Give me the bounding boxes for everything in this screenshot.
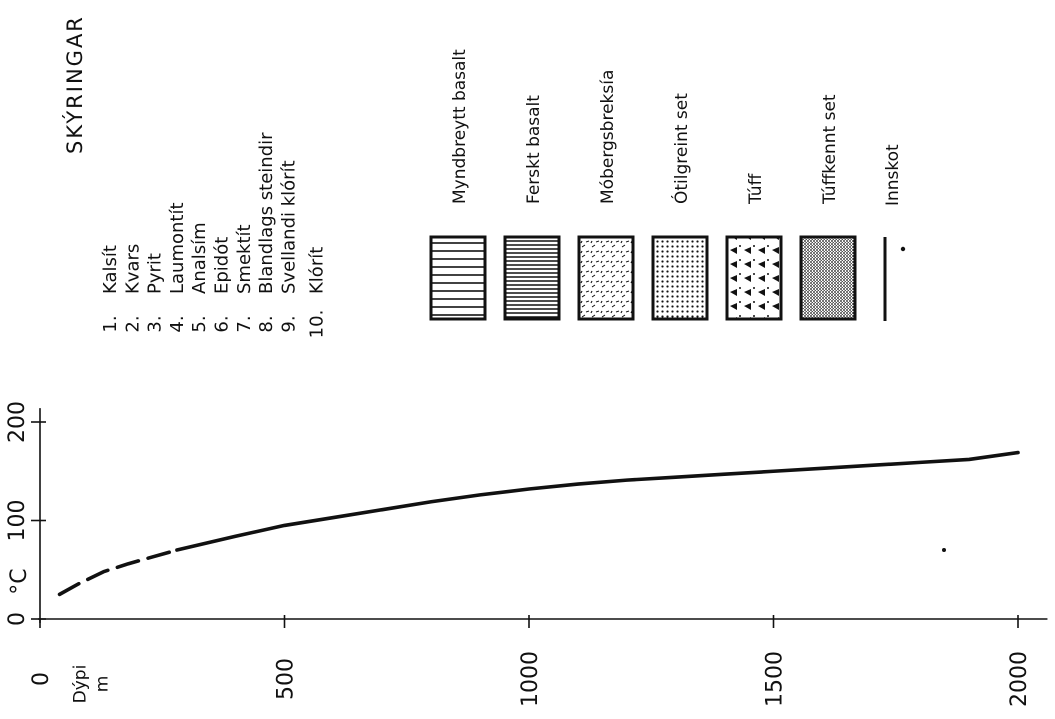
legend: SKÝRINGAR 1. Kalsít 2. Kvars 3. Pyrit 4. Laumon… xyxy=(62,15,906,338)
depth-tick-label: 500 xyxy=(274,658,299,700)
temperature-curve-dashed xyxy=(57,548,179,597)
rock-pattern-swatch xyxy=(725,235,783,321)
mineral-name: Pyrit xyxy=(145,253,166,294)
inflow-label: Innskot xyxy=(883,144,903,206)
rock-pattern-swatch xyxy=(429,235,487,321)
speck xyxy=(942,548,946,552)
temperature-curves xyxy=(57,450,1020,597)
mineral-name: Svellandi klórít xyxy=(278,160,299,294)
temperature-tick-label: 0 xyxy=(5,612,30,626)
mineral-name: Kvars xyxy=(122,244,143,294)
rock-label: Myndbreytt basalt xyxy=(450,49,470,204)
axis-labels: °C Dýpi m xyxy=(7,568,112,703)
mineral-name: Klórít xyxy=(307,247,328,294)
mineral-number: 5. xyxy=(189,315,210,332)
temperature-depth-chart: 0 500 1000 1500 2000 0 100 200 °C Dýpi m xyxy=(5,401,1048,707)
rock-label: Móbergsbreksía xyxy=(598,70,618,204)
mineral-number: 9. xyxy=(278,315,299,332)
mineral-number: 7. xyxy=(234,315,255,332)
legend-title: SKÝRINGAR xyxy=(62,15,87,154)
mineral-number: 8. xyxy=(256,315,277,332)
mineral-number: 3. xyxy=(145,315,166,332)
mineral-number: 10. xyxy=(307,310,328,339)
inflow-dot-symbol xyxy=(900,246,906,252)
rock-label: Ótilgreint set xyxy=(670,93,692,204)
mineral-name: Laumontít xyxy=(167,202,188,294)
rock-pattern-swatch xyxy=(577,235,635,321)
depth-tick-label: 0 xyxy=(29,672,54,686)
mineral-list: 1. Kalsít 2. Kvars 3. Pyrit 4. Laumontít 5. Anals… xyxy=(100,132,328,338)
temperature-tick-label: 100 xyxy=(5,500,30,542)
mineral-number: 6. xyxy=(212,315,233,332)
chart-axes xyxy=(38,408,1048,623)
mineral-number: 2. xyxy=(122,315,143,332)
mineral-number: 1. xyxy=(100,315,121,332)
mineral-name: Analsím xyxy=(189,222,210,294)
mineral-name: Epidót xyxy=(212,237,233,294)
mineral-name: Kalsít xyxy=(100,245,121,294)
rock-pattern-swatch xyxy=(651,235,709,321)
depth-axis-label: Dýpi xyxy=(70,665,90,704)
inflow-legend-item: Innskot xyxy=(883,144,906,321)
temperature-axis-label: °C xyxy=(7,568,32,594)
rock-legend: Myndbreytt basalt Ferskt basalt Móbergsbre… xyxy=(429,49,857,321)
mineral-name: Smektít xyxy=(234,224,255,294)
depth-tick-label: 2000 xyxy=(1007,651,1032,707)
rock-label: Ferskt basalt xyxy=(524,95,544,204)
rock-label: Túff xyxy=(746,172,766,205)
depth-axis-unit: m xyxy=(92,676,112,693)
temperature-curve-solid xyxy=(175,450,1020,552)
rock-label: Túffkennt set xyxy=(820,94,840,205)
depth-tick-label: 1500 xyxy=(763,651,788,707)
mineral-name: Blandlags steindir xyxy=(256,132,277,294)
rock-pattern-swatch xyxy=(799,235,857,321)
chart-ticks: 0 500 1000 1500 2000 0 100 200 xyxy=(5,401,1032,707)
rock-pattern-swatch xyxy=(503,235,561,321)
temperature-tick-label: 200 xyxy=(5,401,30,443)
mineral-number: 4. xyxy=(167,315,188,332)
depth-tick-label: 1000 xyxy=(518,651,543,707)
